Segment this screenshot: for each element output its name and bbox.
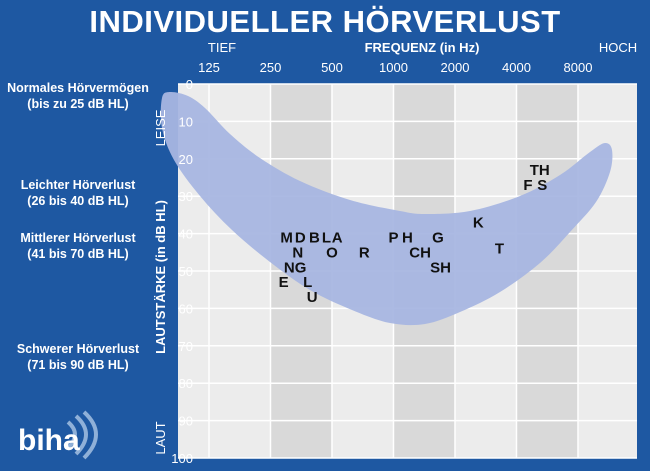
speech-sound-label: A bbox=[332, 229, 343, 246]
page-title: INDIVIDUELLER HÖRVERLUST bbox=[89, 4, 561, 39]
speech-sound-label: F bbox=[523, 177, 532, 194]
category-range: (71 bis 90 dB HL) bbox=[27, 358, 129, 372]
y-axis-loud-label: LAUT bbox=[153, 421, 168, 454]
category-range: (bis zu 25 dB HL) bbox=[27, 97, 129, 111]
speech-sound-label: CH bbox=[409, 244, 431, 261]
category-name: Schwerer Hörverlust bbox=[16, 342, 140, 356]
category-range: (26 bis 40 dB HL) bbox=[27, 194, 129, 208]
speech-sound-label: D bbox=[295, 229, 306, 246]
speech-sound-label: G bbox=[432, 229, 444, 246]
y-tick-label: 50 bbox=[179, 264, 193, 279]
x-tick-label: 8000 bbox=[564, 60, 593, 75]
speech-sound-label: NG bbox=[284, 259, 307, 276]
y-tick-label: 0 bbox=[186, 77, 193, 92]
category-normal: Normales Hörvermögen (bis zu 25 dB HL) bbox=[4, 80, 152, 112]
x-axis-title: FREQUENZ (in Hz) bbox=[365, 40, 480, 55]
biha-logo-waves-icon bbox=[66, 410, 98, 460]
y-tick-label: 80 bbox=[179, 376, 193, 391]
speech-sound-label: R bbox=[359, 244, 370, 261]
speech-sound-label: T bbox=[495, 241, 504, 258]
speech-sound-label: L bbox=[322, 229, 331, 246]
category-name: Normales Hörvermögen bbox=[7, 81, 149, 95]
speech-sound-label: TH bbox=[530, 162, 550, 179]
category-severe: Schwerer Hörverlust (71 bis 90 dB HL) bbox=[4, 341, 152, 373]
y-tick-label: 100 bbox=[171, 451, 193, 466]
y-tick-label: 30 bbox=[179, 189, 193, 204]
category-mild: Leichter Hörverlust (26 bis 40 dB HL) bbox=[4, 177, 152, 209]
x-tick-label: 500 bbox=[321, 60, 343, 75]
y-tick-label: 70 bbox=[179, 339, 193, 354]
x-tick-label: 1000 bbox=[379, 60, 408, 75]
category-name: Leichter Hörverlust bbox=[20, 178, 136, 192]
y-axis-title: LAUTSTÄRKE (in dB HL) bbox=[153, 200, 168, 354]
speech-sound-label: B bbox=[309, 229, 320, 246]
y-tick-label: 60 bbox=[179, 301, 193, 316]
category-moderate: Mittlerer Hörverlust (41 bis 70 dB HL) bbox=[4, 230, 152, 262]
category-name: Mittlerer Hörverlust bbox=[20, 231, 136, 245]
y-tick-label: 90 bbox=[179, 414, 193, 429]
speech-sound-label: H bbox=[402, 229, 413, 246]
speech-sound-label: SH bbox=[430, 259, 451, 276]
x-tick-label: 250 bbox=[260, 60, 282, 75]
speech-sound-label: O bbox=[326, 244, 338, 261]
x-tick-label: 2000 bbox=[441, 60, 470, 75]
speech-banana-region bbox=[160, 91, 613, 326]
speech-sound-label: N bbox=[292, 244, 303, 261]
y-axis-quiet-label: LEISE bbox=[153, 109, 168, 146]
y-tick-label: 20 bbox=[179, 152, 193, 167]
speech-sound-label: S bbox=[537, 177, 547, 194]
speech-sound-label: E bbox=[279, 274, 289, 291]
x-tick-label: 125 bbox=[198, 60, 220, 75]
category-range: (41 bis 70 dB HL) bbox=[27, 247, 129, 261]
speech-sound-label: K bbox=[473, 214, 484, 231]
speech-sound-label: M bbox=[280, 229, 293, 246]
y-tick-label: 40 bbox=[179, 227, 193, 242]
logo-text: biha bbox=[18, 424, 80, 457]
x-axis-low-label: TIEF bbox=[208, 40, 236, 55]
x-axis-high-label: HOCH bbox=[599, 40, 637, 55]
speech-sound-label: U bbox=[307, 289, 318, 306]
y-tick-label: 10 bbox=[179, 114, 193, 129]
x-tick-label: 4000 bbox=[502, 60, 531, 75]
speech-sound-label: P bbox=[388, 229, 398, 246]
speech-sound-label: L bbox=[303, 274, 312, 291]
